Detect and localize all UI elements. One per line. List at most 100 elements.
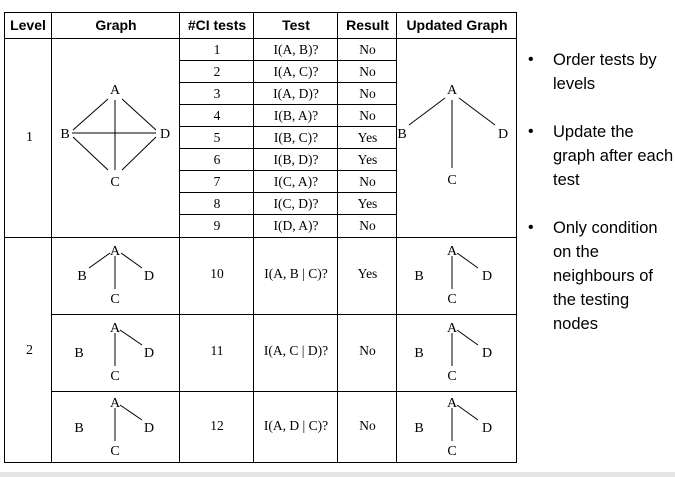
node-c: C bbox=[110, 369, 119, 384]
graph-test-11 bbox=[114, 329, 143, 366]
ci-test-expression: I(A, C)? bbox=[273, 64, 319, 79]
node-d: D bbox=[498, 127, 508, 142]
bottom-divider bbox=[0, 472, 675, 477]
edge-a-d bbox=[456, 252, 479, 269]
node-a: A bbox=[110, 83, 121, 98]
level-2-label: 2 bbox=[26, 343, 33, 358]
ci-test-expression: I(A, D)? bbox=[273, 86, 319, 101]
node-c: C bbox=[110, 175, 119, 190]
edge-a-b bbox=[72, 98, 109, 131]
node-c: C bbox=[447, 369, 456, 384]
node-b: B bbox=[414, 346, 423, 361]
node-d: D bbox=[160, 127, 170, 142]
initial-complete-graph bbox=[72, 98, 157, 171]
ci-test-expression: I(B, D)? bbox=[273, 152, 319, 167]
level-1-label: 1 bbox=[26, 130, 33, 145]
node-a: A bbox=[110, 321, 121, 336]
node-a: A bbox=[447, 396, 458, 411]
ci-test-result: Yes bbox=[357, 196, 378, 211]
ci-test-number: 8 bbox=[213, 196, 221, 211]
node-c: C bbox=[447, 444, 456, 459]
ci-test-number: 12 bbox=[210, 418, 224, 433]
ci-test-expression: I(A, B | C)? bbox=[264, 266, 328, 281]
ci-test-result: Yes bbox=[357, 130, 378, 145]
bullet-dot-icon: • bbox=[528, 219, 534, 236]
node-c: C bbox=[110, 292, 119, 307]
notes-bullet-list: • Order tests by levels • Update the graph… bbox=[528, 48, 674, 360]
graph-test-10 bbox=[88, 252, 143, 289]
node-a: A bbox=[447, 83, 458, 98]
updated-graph-test-12 bbox=[451, 404, 479, 441]
bullet-dot-icon: • bbox=[528, 51, 534, 68]
header-test: Test bbox=[282, 17, 310, 33]
ci-test-result: No bbox=[359, 418, 376, 433]
bullet-dot-icon: • bbox=[528, 123, 534, 140]
node-b: B bbox=[414, 269, 423, 284]
ci-test-expression: I(A, C | D)? bbox=[263, 343, 329, 358]
ci-test-result: Yes bbox=[357, 152, 378, 167]
node-a: A bbox=[110, 244, 121, 259]
ci-test-result: No bbox=[359, 108, 376, 123]
node-c: C bbox=[110, 444, 119, 459]
node-b: B bbox=[60, 127, 69, 142]
ci-test-expression: I(A, B)? bbox=[273, 42, 319, 57]
ci-test-number: 10 bbox=[210, 266, 224, 281]
node-d: D bbox=[144, 421, 154, 436]
bullet-text: Only condition on the neighbours of the … bbox=[553, 219, 658, 333]
bullet-item: • Only condition on the neighbours of the… bbox=[528, 216, 674, 336]
ci-test-result: No bbox=[359, 343, 376, 358]
header-ci-tests: #CI tests bbox=[187, 17, 247, 33]
ci-test-expression: I(A, D | C)? bbox=[263, 418, 329, 433]
edge-b-c bbox=[72, 136, 109, 171]
node-a: A bbox=[110, 396, 121, 411]
edge-a-d bbox=[456, 404, 479, 421]
ci-test-result: No bbox=[359, 174, 376, 189]
ci-test-number: 9 bbox=[213, 218, 221, 233]
ci-test-expression: I(C, A)? bbox=[273, 174, 319, 189]
header-result: Result bbox=[346, 17, 389, 33]
bullet-item: • Update the graph after each test bbox=[528, 120, 674, 192]
node-c: C bbox=[447, 292, 456, 307]
edge-a-d bbox=[120, 252, 143, 269]
node-d: D bbox=[482, 421, 492, 436]
table-grid bbox=[4, 12, 517, 463]
ci-test-result: No bbox=[359, 86, 376, 101]
node-d: D bbox=[482, 269, 492, 284]
ci-test-number: 7 bbox=[213, 174, 221, 189]
ci-test-result: No bbox=[359, 218, 376, 233]
ci-test-expression: I(B, C)? bbox=[273, 130, 319, 145]
ci-test-result: Yes bbox=[357, 266, 378, 281]
node-d: D bbox=[144, 269, 154, 284]
node-d: D bbox=[482, 346, 492, 361]
bullet-text: Order tests by levels bbox=[553, 51, 657, 93]
node-b: B bbox=[77, 269, 86, 284]
edge-a-b bbox=[88, 252, 111, 269]
node-a: A bbox=[447, 244, 458, 259]
graph-test-12 bbox=[114, 404, 143, 441]
edge-a-b bbox=[408, 97, 446, 126]
edge-c-d bbox=[121, 136, 157, 171]
node-b: B bbox=[74, 421, 83, 436]
node-c: C bbox=[447, 173, 456, 188]
ci-test-expression: I(C, D)? bbox=[273, 196, 319, 211]
graph-diagrams: A B D C A B D C A B D C A B D C A B D C … bbox=[60, 83, 508, 459]
edge-a-d bbox=[456, 329, 479, 346]
node-b: B bbox=[74, 346, 83, 361]
node-b: B bbox=[397, 127, 406, 142]
edge-a-d bbox=[121, 98, 157, 131]
ci-test-expression: I(D, A)? bbox=[273, 218, 319, 233]
bullet-text: Update the graph after each test bbox=[553, 123, 674, 189]
edge-a-d bbox=[119, 329, 143, 346]
header-level: Level bbox=[10, 17, 46, 33]
ci-test-result: No bbox=[359, 42, 376, 57]
header-updated-graph: Updated Graph bbox=[406, 17, 508, 33]
ci-test-number: 5 bbox=[213, 130, 221, 145]
edge-a-d bbox=[458, 97, 496, 126]
ci-test-expression: I(B, A)? bbox=[273, 108, 319, 123]
updated-graph-level-1 bbox=[408, 97, 496, 168]
ci-test-number: 3 bbox=[213, 86, 221, 101]
node-d: D bbox=[144, 346, 154, 361]
bullet-item: • Order tests by levels bbox=[528, 48, 674, 96]
ci-test-result: No bbox=[359, 64, 376, 79]
ci-test-number: 4 bbox=[213, 108, 221, 123]
